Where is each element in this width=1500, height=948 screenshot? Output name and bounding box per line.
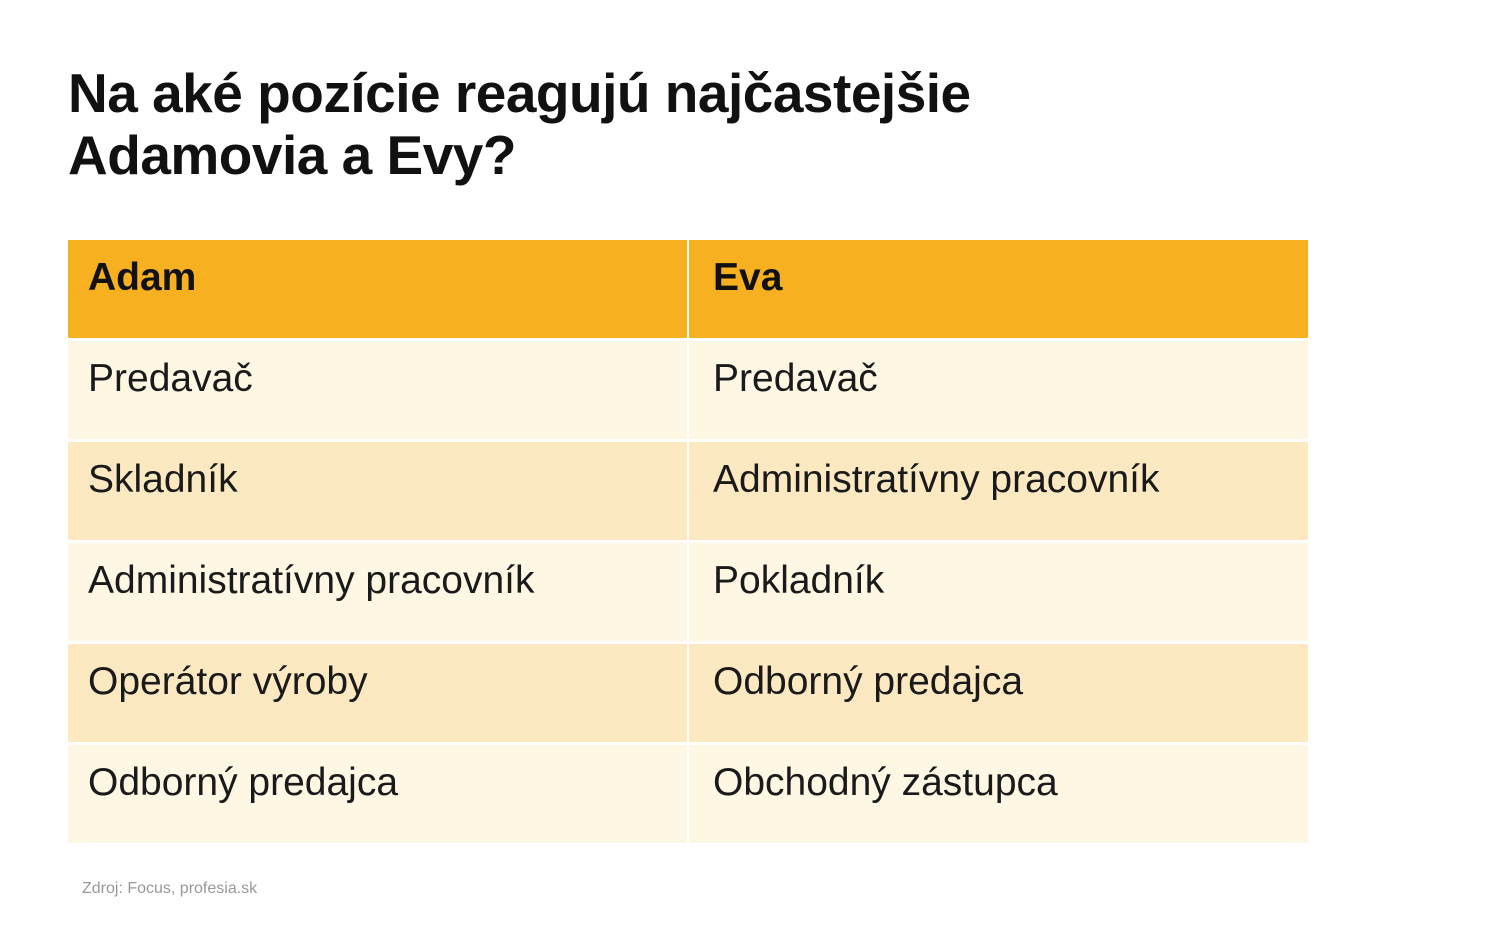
positions-table: Adam Eva Predavač Predavač Skladník Admi… [68,240,1308,843]
column-header-eva: Eva [689,240,1308,338]
table-cell-adam-1: Predavač [68,341,687,439]
table-cell-eva-4: Odborný predajca [689,644,1308,742]
table-cell-adam-4: Operátor výroby [68,644,687,742]
table-cell-eva-1: Predavač [689,341,1308,439]
source-note: Zdroj: Focus, profesia.sk [82,880,258,897]
page-title: Na aké pozície reagujú najčastejšie Adam… [68,62,1168,186]
table-cell-eva-3: Pokladník [689,543,1308,641]
table-cell-eva-5: Obchodný zástupca [689,745,1308,843]
title-line-2: Adamovia a Evy? [68,124,516,186]
table-cell-eva-2: Administratívny pracovník [689,442,1308,540]
table-cell-adam-5: Odborný predajca [68,745,687,843]
title-line-1: Na aké pozície reagujú najčastejšie [68,62,971,124]
table-cell-adam-2: Skladník [68,442,687,540]
table-cell-adam-3: Administratívny pracovník [68,543,687,641]
column-header-adam: Adam [68,240,687,338]
